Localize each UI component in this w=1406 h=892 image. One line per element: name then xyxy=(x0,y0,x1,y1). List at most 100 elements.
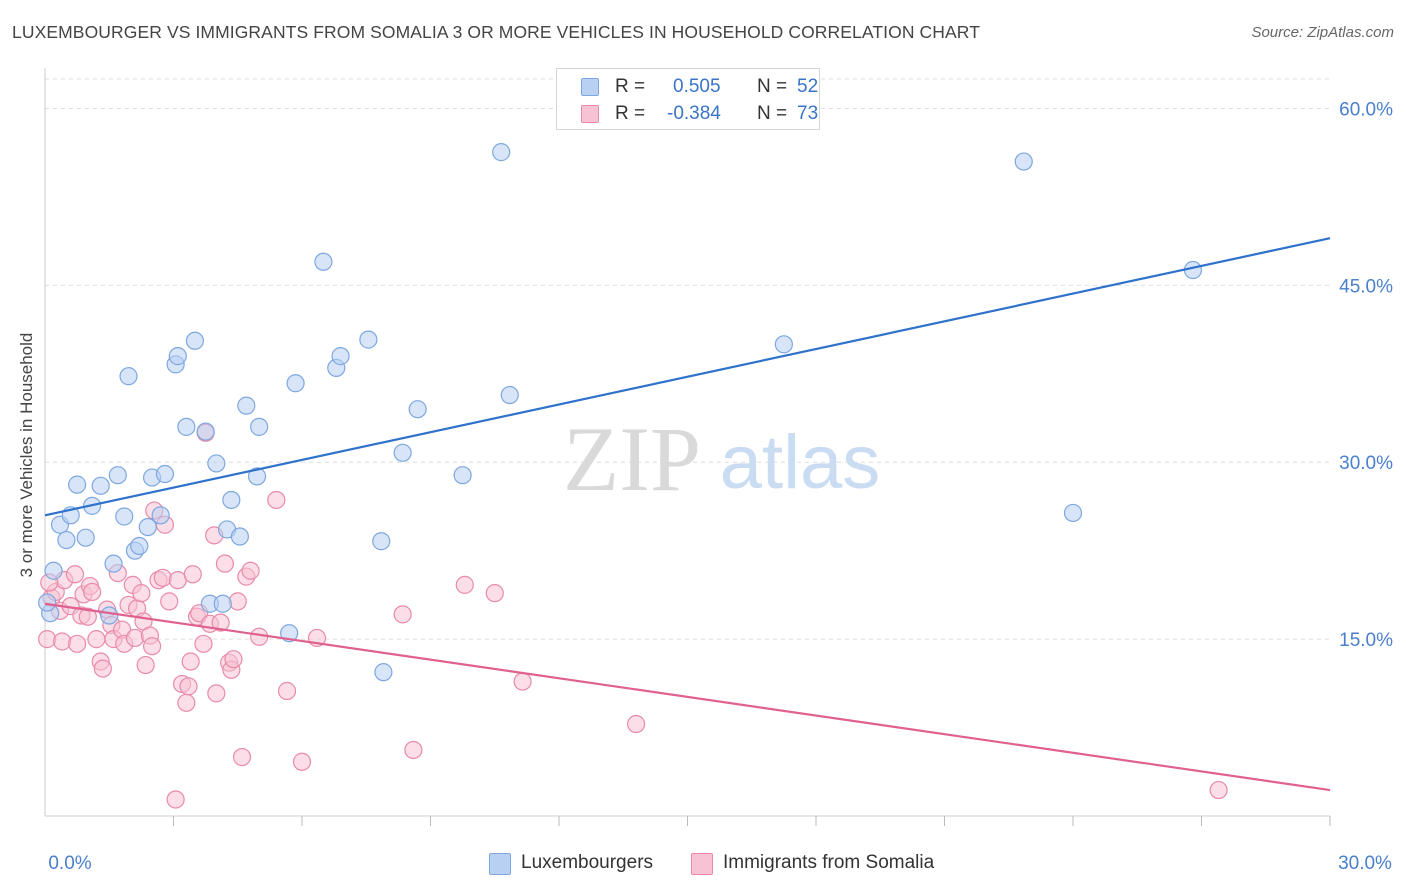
point-luxembourgers xyxy=(222,490,241,510)
series-somalia-points xyxy=(38,423,1228,809)
grid-lines xyxy=(45,78,1330,640)
point-somalia xyxy=(87,630,106,649)
point-luxembourgers xyxy=(286,374,305,393)
y-axis-label: 3 or more Vehicles in Household xyxy=(17,332,36,578)
point-luxembourgers xyxy=(393,443,412,462)
point-luxembourgers xyxy=(44,561,63,580)
point-luxembourgers xyxy=(230,527,249,546)
point-somalia xyxy=(232,747,252,767)
point-somalia xyxy=(194,634,213,653)
point-luxembourgers xyxy=(247,467,267,486)
point-luxembourgers xyxy=(196,422,215,441)
x-tick-label: 30.0% xyxy=(1338,853,1392,874)
watermark: ZIP atlas xyxy=(563,408,880,510)
legend-r-value: 0.505 xyxy=(673,76,721,97)
point-somalia xyxy=(83,582,102,602)
point-somalia xyxy=(142,637,162,656)
point-somalia xyxy=(215,554,234,573)
y-tick-label: 45.0% xyxy=(1339,276,1393,297)
point-luxembourgers xyxy=(57,530,76,550)
y-tick-label: 15.0% xyxy=(1339,630,1393,651)
point-luxembourgers xyxy=(314,252,333,271)
point-luxembourgers xyxy=(177,417,196,436)
point-luxembourgers xyxy=(100,606,119,625)
x-tick-label: 0.0% xyxy=(48,853,91,874)
point-somalia xyxy=(153,568,172,587)
point-luxembourgers xyxy=(372,532,391,551)
point-somalia xyxy=(136,655,155,675)
point-luxembourgers xyxy=(453,466,472,485)
point-somalia xyxy=(177,693,196,712)
point-somalia xyxy=(68,634,87,653)
point-luxembourgers xyxy=(130,536,149,556)
trend-lines xyxy=(44,237,1331,792)
bottom-legend-label: Immigrants from Somalia xyxy=(723,852,935,873)
point-somalia xyxy=(38,630,57,649)
legend-n-label: N = xyxy=(757,76,788,97)
point-luxembourgers xyxy=(213,594,232,613)
point-somalia xyxy=(455,575,474,594)
point-luxembourgers xyxy=(250,417,269,436)
point-somalia xyxy=(207,684,226,703)
point-somalia xyxy=(211,613,230,632)
legend-swatch-blue xyxy=(581,78,599,96)
point-luxembourgers xyxy=(207,454,226,473)
point-luxembourgers xyxy=(1063,503,1083,523)
tick-labels: 15.0% 30.0% 45.0% 60.0% 0.0% 30.0% xyxy=(48,99,1393,874)
point-luxembourgers xyxy=(185,331,205,350)
point-somalia xyxy=(179,677,198,696)
point-luxembourgers xyxy=(237,396,256,415)
watermark-zip: ZIP xyxy=(563,408,701,510)
point-luxembourgers xyxy=(151,506,170,525)
point-luxembourgers xyxy=(500,385,519,405)
point-luxembourgers xyxy=(155,464,175,484)
point-luxembourgers xyxy=(492,143,511,162)
point-luxembourgers xyxy=(68,475,87,494)
trend-line-somalia xyxy=(44,602,1331,792)
legend-r-value: -0.384 xyxy=(667,103,721,124)
bottom-legend-swatch-pink xyxy=(691,853,713,875)
point-somalia xyxy=(132,584,151,603)
point-somalia xyxy=(1209,780,1228,800)
axes xyxy=(44,68,1331,826)
point-somalia xyxy=(78,607,97,626)
legend-swatch-pink xyxy=(581,105,599,123)
point-luxembourgers xyxy=(374,663,393,682)
y-tick-label: 60.0% xyxy=(1339,99,1393,120)
point-somalia xyxy=(277,681,297,701)
legend-n-value: 73 xyxy=(797,103,819,124)
watermark-atlas: atlas xyxy=(720,420,881,505)
point-somalia xyxy=(160,592,179,611)
chart-title: LUXEMBOURGER VS IMMIGRANTS FROM SOMALIA … xyxy=(12,22,980,42)
point-luxembourgers xyxy=(774,335,793,354)
series-luxembourgers-points xyxy=(38,143,1203,682)
y-tick-label: 30.0% xyxy=(1339,453,1393,474)
trend-line-luxembourgers xyxy=(44,237,1331,517)
point-somalia xyxy=(93,659,112,678)
legend-r-label: R = xyxy=(615,76,646,97)
point-somalia xyxy=(292,752,312,771)
point-luxembourgers xyxy=(138,517,157,537)
bottom-legend-label: Luxembourgers xyxy=(521,852,654,873)
point-luxembourgers xyxy=(359,330,378,349)
bottom-legend-swatch-blue xyxy=(489,853,511,875)
point-luxembourgers xyxy=(408,400,427,419)
point-somalia xyxy=(228,592,247,611)
point-luxembourgers xyxy=(119,367,138,386)
source-label: Source: ZipAtlas.com xyxy=(1251,24,1394,41)
point-somalia xyxy=(53,632,72,651)
legend-n-label: N = xyxy=(757,103,788,124)
point-luxembourgers xyxy=(331,347,350,366)
point-luxembourgers xyxy=(168,347,187,366)
legend-n-value: 52 xyxy=(797,76,819,97)
point-luxembourgers xyxy=(38,593,57,612)
point-luxembourgers xyxy=(115,507,134,526)
point-somalia xyxy=(404,740,423,760)
point-somalia xyxy=(393,605,412,624)
point-somalia xyxy=(224,650,243,669)
point-somalia xyxy=(181,652,200,671)
point-somalia xyxy=(513,672,532,691)
point-somalia xyxy=(166,790,185,809)
point-somalia xyxy=(626,714,646,734)
